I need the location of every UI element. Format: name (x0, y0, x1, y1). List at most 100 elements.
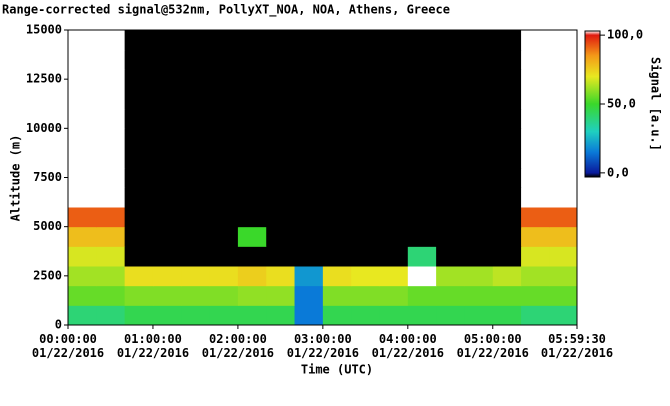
heatmap-cell (237, 89, 267, 110)
heatmap-cell (181, 305, 211, 326)
heatmap-cell (492, 207, 522, 228)
heatmap-cell (322, 167, 352, 188)
heatmap-cell (436, 285, 465, 306)
heatmap-cell (237, 246, 267, 267)
heatmap-cell (549, 69, 578, 90)
heatmap-cell (237, 108, 267, 129)
heatmap-cell (464, 128, 494, 149)
heatmap-cell (379, 148, 409, 169)
heatmap-cell (68, 108, 97, 129)
heatmap-cell (436, 30, 465, 51)
heatmap-cell (436, 128, 465, 149)
heatmap-cell (464, 108, 494, 129)
y-tick-label: 12500 (26, 72, 62, 86)
heatmap-cell (351, 30, 380, 51)
heatmap-cell (209, 266, 239, 287)
heatmap-cell (294, 148, 324, 169)
heatmap-cell (521, 226, 550, 247)
x-tick-label: 04:00:00 01/22/2016 (372, 332, 444, 360)
heatmap-cell (322, 148, 352, 169)
x-axis-label: Time (UTC) (301, 363, 373, 377)
heatmap-cell (96, 285, 126, 306)
heatmap-cell (266, 187, 296, 208)
heatmap-cell (181, 187, 211, 208)
heatmap-cell (322, 30, 352, 51)
heatmap-cell (96, 89, 126, 110)
heatmap-cell (322, 128, 352, 149)
heatmap-cell (181, 89, 211, 110)
heatmap-cell (521, 148, 550, 169)
heatmap-cell (322, 207, 352, 228)
heatmap-cell (492, 128, 522, 149)
y-axis-label: Altitude (m) (9, 135, 23, 222)
heatmap-cell (68, 266, 97, 287)
heatmap-cell (436, 167, 465, 188)
heatmap-cell (68, 226, 97, 247)
heatmap-cell (436, 246, 465, 267)
heatmap-cell (549, 207, 578, 228)
heatmap-cell (294, 167, 324, 188)
heatmap-cell (521, 207, 550, 228)
heatmap-cell (351, 108, 380, 129)
y-tick-label: 7500 (33, 170, 62, 184)
heatmap-cell (96, 30, 126, 51)
heatmap-cell (124, 266, 154, 287)
heatmap-cell (436, 266, 465, 287)
heatmap-cell (464, 285, 494, 306)
heatmap-cell (322, 285, 352, 306)
heatmap-cell (379, 89, 409, 110)
heatmap-cell (266, 30, 296, 51)
heatmap-cell (294, 266, 324, 287)
heatmap-cell (436, 49, 465, 70)
heatmap-cell (237, 266, 267, 287)
colorbar-tick-label: 0,0 (607, 165, 629, 179)
y-tick-label: 10000 (26, 121, 62, 135)
heatmap-cell (266, 305, 296, 326)
heatmap-cell (152, 30, 182, 51)
heatmap-cell (209, 226, 239, 247)
heatmap-cell (124, 207, 154, 228)
heatmap-cell (521, 285, 550, 306)
heatmap-cell (492, 187, 522, 208)
y-tick-label: 15000 (26, 23, 62, 37)
heatmap-cell (322, 89, 352, 110)
heatmap-cell (407, 30, 437, 51)
heatmap-cell (521, 89, 550, 110)
y-tick-label: 5000 (33, 219, 62, 233)
heatmap-cell (549, 49, 578, 70)
heatmap-cell (237, 226, 267, 247)
heatmap-cell (492, 89, 522, 110)
heatmap-cell (322, 108, 352, 129)
colorbar-label: Signal [a.u.] (649, 57, 663, 151)
heatmap-cell (237, 187, 267, 208)
x-tick-label: 03:00:00 01/22/2016 (287, 332, 359, 360)
heatmap-cell (209, 128, 239, 149)
heatmap-cell (152, 69, 182, 90)
heatmap-cell (181, 226, 211, 247)
heatmap-cell (549, 89, 578, 110)
heatmap-cell (266, 69, 296, 90)
heatmap-cell (209, 30, 239, 51)
heatmap-cell (96, 148, 126, 169)
heatmap-cell (407, 89, 437, 110)
heatmap-cell (436, 207, 465, 228)
heatmap-cell (379, 226, 409, 247)
heatmap-cell (152, 207, 182, 228)
heatmap-cell (68, 246, 97, 267)
heatmap-cell (464, 207, 494, 228)
heatmap-cell (96, 266, 126, 287)
heatmap-cell (407, 148, 437, 169)
heatmap-cell (124, 285, 154, 306)
heatmap-cell (322, 226, 352, 247)
heatmap-cell (549, 108, 578, 129)
heatmap-cell (464, 305, 494, 326)
heatmap-cell (237, 167, 267, 188)
heatmap-cell (407, 128, 437, 149)
heatmap-cell (436, 89, 465, 110)
heatmap-cell (294, 49, 324, 70)
heatmap-cell (351, 148, 380, 169)
heatmap-cell (181, 207, 211, 228)
heatmap-cell (68, 187, 97, 208)
heatmap-cell (266, 285, 296, 306)
heatmap-cell (436, 108, 465, 129)
